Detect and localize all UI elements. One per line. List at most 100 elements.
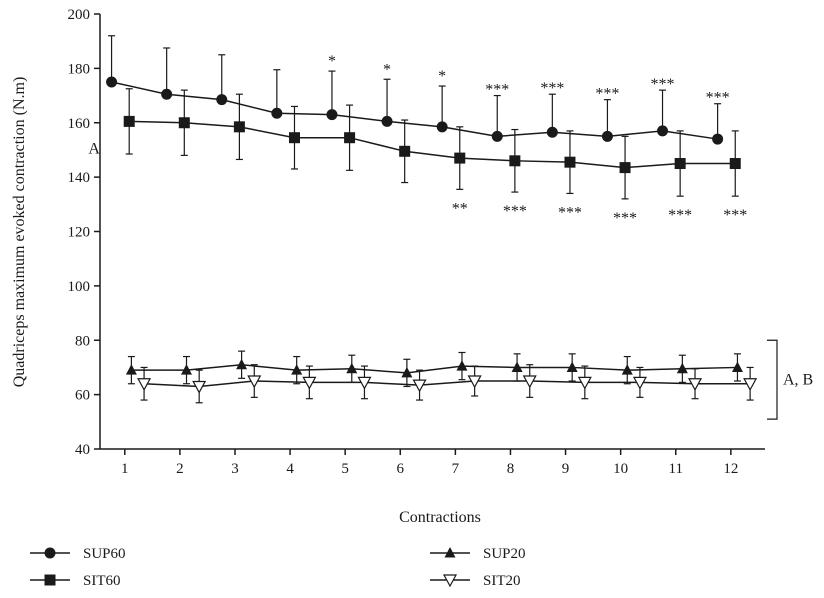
y-axis-title: Quadriceps maximum evoked contraction (N… [11, 77, 28, 388]
data-point [674, 158, 686, 170]
significance-label: * [328, 53, 336, 70]
x-tick-label: 11 [669, 461, 683, 477]
data-point [216, 94, 228, 106]
data-point [288, 132, 300, 144]
legend-item-sit60: SIT60 [30, 573, 121, 589]
data-point [467, 375, 482, 389]
data-point [247, 375, 262, 389]
x-tick-label: 12 [723, 461, 738, 477]
significance-label: *** [668, 207, 692, 224]
data-point [601, 130, 613, 142]
y-tick-label: 120 [68, 225, 91, 241]
series-line [111, 81, 718, 140]
legend-marker [44, 574, 56, 586]
data-point [577, 376, 592, 390]
legend: SUP60 SIT60 SUP20 SIT20 [30, 546, 526, 589]
x-tick-label: 1 [121, 461, 129, 477]
legend-label: SUP60 [83, 546, 126, 562]
x-tick-label: 7 [452, 461, 460, 477]
data-point [125, 364, 137, 375]
legend-marker [442, 574, 458, 588]
legend-label: SIT20 [483, 573, 521, 589]
data-point [657, 125, 669, 137]
legend-marker [444, 547, 456, 558]
y-tick-label: 200 [68, 7, 91, 23]
data-point [509, 155, 521, 167]
legend-item-sup60: SUP60 [30, 546, 126, 562]
data-point [326, 109, 338, 121]
data-point [302, 376, 317, 390]
data-point [454, 152, 466, 164]
data-point [399, 145, 411, 157]
data-point [192, 380, 207, 394]
series-sup60 [106, 35, 724, 145]
data-point [491, 130, 503, 142]
significance-label: *** [558, 204, 582, 221]
data-point [676, 362, 688, 374]
x-tick-label: 3 [231, 461, 239, 477]
data-point [344, 132, 356, 144]
significance-label: *** [651, 76, 675, 93]
data-point [236, 358, 248, 370]
data-point [621, 364, 633, 375]
legend-label: SUP20 [483, 546, 526, 562]
x-tick-label: 6 [397, 461, 405, 477]
x-axis-title: Contractions [399, 509, 481, 526]
legend-label: SIT60 [83, 573, 121, 589]
significance-label: *** [595, 86, 619, 103]
data-point [412, 379, 427, 393]
series-sup20 [125, 350, 743, 388]
legend-marker [44, 547, 56, 559]
significance-label: A [88, 140, 100, 157]
data-point [233, 121, 245, 133]
data-point [632, 376, 647, 390]
y-tick-label: 40 [75, 442, 90, 458]
data-point [271, 107, 283, 119]
data-point [511, 361, 523, 372]
significance-label: *** [503, 203, 527, 220]
significance-label: *** [613, 210, 637, 227]
data-point [436, 121, 448, 133]
series-line [144, 380, 751, 388]
significance-label: *** [485, 82, 509, 99]
y-tick-label: 160 [68, 116, 91, 132]
data-point [346, 362, 358, 374]
significance-label: *** [540, 80, 564, 97]
series-line [129, 120, 736, 169]
x-tick-label: 8 [507, 461, 515, 477]
data-point [123, 115, 135, 127]
significance-label: *** [706, 90, 730, 107]
data-point [546, 126, 558, 138]
data-point [522, 375, 537, 389]
x-tick-label: 9 [562, 461, 570, 477]
y-tick-label: 180 [68, 61, 91, 77]
data-point [456, 360, 468, 371]
data-point [357, 376, 372, 390]
data-point [566, 361, 578, 372]
data-point [178, 117, 190, 129]
y-tick-label: 80 [75, 333, 90, 349]
data-point [564, 156, 576, 168]
x-tick-label: 10 [613, 461, 628, 477]
y-tick-label: 140 [68, 170, 91, 186]
series-line [131, 363, 738, 374]
group-bracket-label: A, B [783, 372, 813, 389]
data-point [729, 158, 741, 170]
data-point [619, 162, 631, 174]
significance-label: * [383, 61, 391, 78]
data-point [180, 364, 192, 375]
series-layer [106, 35, 758, 404]
group-bracket [767, 339, 778, 420]
data-point [688, 378, 703, 392]
series-sit60 [123, 88, 741, 200]
data-point [291, 364, 303, 375]
x-tick-label: 5 [341, 461, 349, 477]
y-tick-label: 100 [68, 279, 91, 295]
legend-item-sit20: SIT20 [430, 573, 521, 589]
significance-label: *** [723, 207, 747, 224]
data-point [401, 366, 413, 378]
x-tick-label: 4 [286, 461, 294, 477]
x-tick-label: 2 [176, 461, 184, 477]
